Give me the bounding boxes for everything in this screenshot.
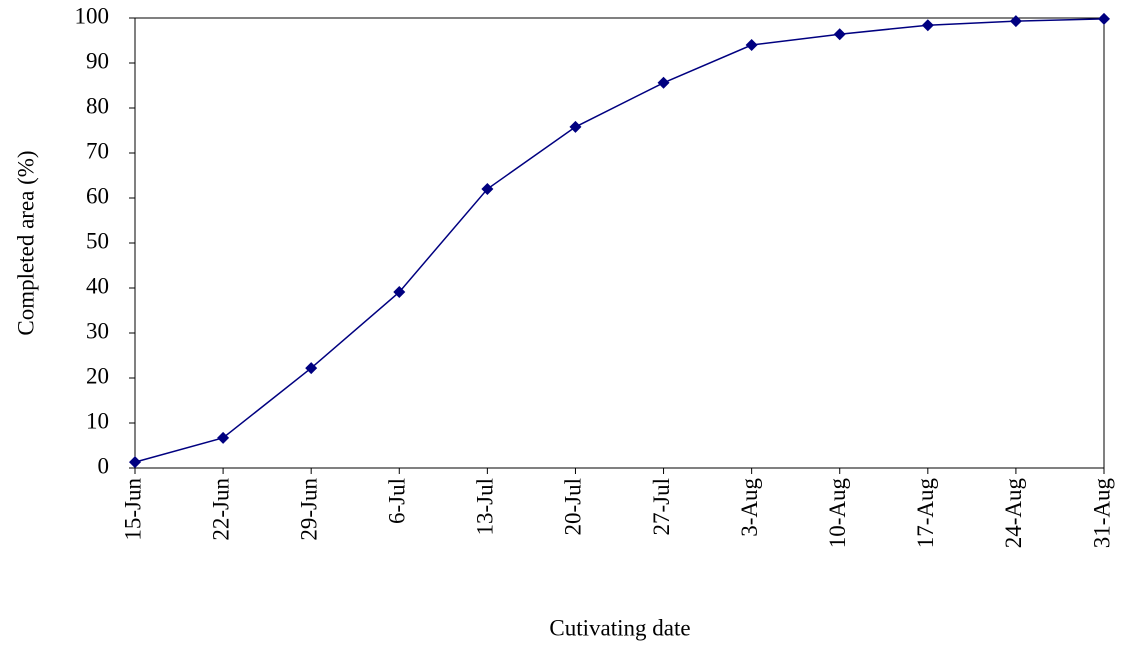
plot-frame [134, 17, 1105, 469]
x-tick-label: 6-Jul [385, 478, 410, 524]
x-tick-label: 3-Aug [737, 478, 762, 537]
marker [217, 431, 230, 444]
y-tick-label: 20 [86, 363, 109, 388]
y-tick-label: 40 [86, 273, 109, 298]
marker [657, 76, 670, 89]
x-tick-label: 27-Jul [649, 478, 674, 536]
marker [1009, 15, 1022, 28]
y-tick-label: 90 [86, 48, 109, 73]
marker [921, 19, 934, 32]
marker [393, 286, 406, 299]
y-axis-title: Completed area (%) [13, 150, 38, 335]
x-tick-label: 20-Jul [561, 478, 586, 536]
marker [481, 183, 494, 195]
marker [1098, 12, 1110, 25]
marker [745, 39, 758, 51]
marker [833, 28, 846, 41]
y-tick-label: 60 [86, 183, 109, 208]
x-tick-label: 13-Jul [473, 478, 498, 536]
marker [129, 456, 141, 469]
y-tick-label: 70 [86, 138, 109, 163]
y-tick-label: 100 [75, 3, 110, 28]
x-tick-label: 15-Jun [120, 478, 145, 541]
y-tick-label: 30 [86, 318, 109, 343]
x-tick-label: 24-Aug [1001, 478, 1026, 549]
y-tick-label: 10 [86, 408, 109, 433]
marker [305, 362, 318, 375]
x-tick-label: 22-Jun [208, 478, 233, 541]
x-tick-label: 10-Aug [825, 478, 850, 549]
marker [569, 120, 582, 133]
y-tick-label: 50 [86, 228, 109, 253]
x-tick-label: 31-Aug [1089, 478, 1114, 549]
x-tick-label: 29-Jun [296, 478, 321, 541]
x-tick-label: 17-Aug [913, 478, 938, 549]
y-tick-label: 80 [86, 93, 109, 118]
x-axis-title: Cutivating date [549, 615, 690, 640]
y-tick-label: 0 [98, 453, 110, 478]
line [134, 18, 1105, 463]
